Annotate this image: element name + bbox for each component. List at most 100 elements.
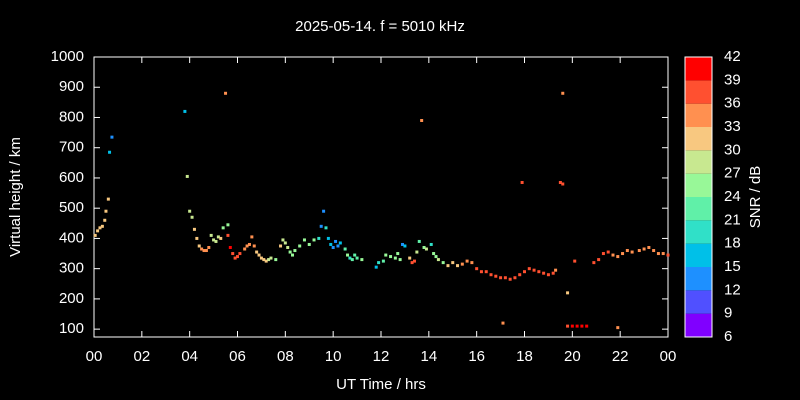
colorbar-band [685,103,712,127]
colorbar-tick-label: 18 [724,235,741,252]
x-tick-label: 00 [660,348,677,365]
data-point [412,259,416,263]
data-point [446,264,450,268]
data-point [616,326,620,330]
x-axis-label: UT Time / hrs [336,376,426,393]
data-point [527,267,531,271]
colorbar-tick-label: 24 [724,188,741,205]
colorbar-band [685,197,712,221]
data-point [183,109,187,113]
colorbar-band [685,313,712,337]
data-point [465,259,469,263]
data-point [279,244,283,248]
y-tick-label: 900 [59,78,84,95]
data-point [415,250,419,254]
data-point [348,256,352,260]
data-point [666,253,670,257]
data-point [103,218,107,222]
data-point [324,226,328,230]
data-point [441,261,445,265]
x-tick-label: 18 [516,348,533,365]
data-point [216,235,220,239]
data-point [322,209,326,213]
data-point [100,224,104,228]
data-point [513,276,517,280]
data-point [656,252,660,256]
data-point [331,245,335,249]
data-point [520,180,524,184]
colorbar-label: SNR / dB [747,166,764,229]
plot-frame [93,56,669,338]
data-point [298,244,302,248]
data-point [408,256,412,260]
data-point [523,270,526,274]
data-point [259,256,263,260]
colorbar-band [685,243,712,267]
data-point [508,277,512,281]
data-point [384,253,388,257]
y-tick-label: 1000 [51,48,84,65]
data-point [207,245,211,249]
data-point [554,268,558,272]
data-point [417,239,421,243]
data-point [501,321,505,325]
data-point [98,226,102,230]
data-point [570,324,574,328]
data-point [601,252,605,256]
data-point [190,215,194,219]
data-point [484,270,488,274]
data-point [231,252,235,256]
data-point [195,236,199,240]
data-point [267,258,271,262]
data-point [434,255,438,259]
y-tick-label: 400 [59,229,84,246]
x-tick-label: 14 [420,348,437,365]
data-point [93,233,97,237]
colorbar-band [685,290,712,314]
y-tick-label: 600 [59,169,84,186]
data-point [381,259,385,263]
data-point [291,253,295,257]
data-point [281,238,285,242]
data-point [286,245,290,249]
colorbar-band [685,57,712,81]
data-point [293,249,297,253]
colorbar-band [685,173,712,197]
data-point [436,258,440,262]
y-tick-label: 800 [59,108,84,125]
data-point [269,256,273,260]
data-point [630,250,634,254]
data-point [410,261,414,265]
data-point [264,259,268,263]
data-point [611,253,615,257]
data-point [360,258,364,262]
data-point [532,268,536,272]
colorbar-tick-label: 33 [724,118,741,135]
data-point [336,244,340,248]
data-point [262,258,266,262]
chart-title: 2025-05-14. f = 5010 kHz [295,18,465,35]
data-point [456,264,460,268]
colorbar-tick-label: 21 [724,211,741,228]
data-point [518,273,522,277]
colorbar-tick-label: 36 [724,95,741,112]
data-point [494,274,498,278]
data-point [334,239,338,243]
data-point [274,258,278,262]
y-tick-label: 100 [59,320,84,337]
data-point [398,258,402,262]
data-point [401,242,405,246]
data-point [542,271,546,275]
data-point [637,249,641,253]
colorbar-tick-label: 39 [724,71,741,88]
y-tick-label: 200 [59,290,84,307]
data-point [209,233,213,237]
data-point [606,250,610,254]
data-point [346,253,350,257]
data-point [355,256,359,260]
data-point [503,276,507,280]
data-point [188,209,192,213]
data-point [302,238,306,242]
colorbar-tick-label: 30 [724,141,741,158]
x-tick-label: 06 [229,348,246,365]
